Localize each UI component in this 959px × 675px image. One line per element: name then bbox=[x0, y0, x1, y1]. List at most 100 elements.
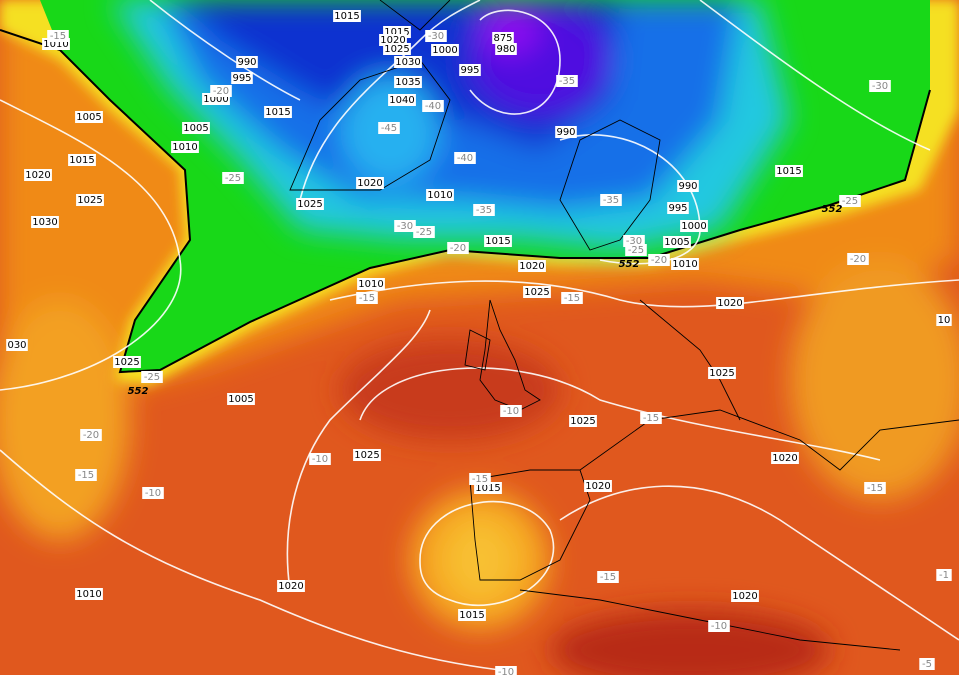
label-box bbox=[484, 235, 512, 247]
temperature-label: -20 bbox=[83, 430, 99, 441]
isobar-label: 1025 bbox=[384, 44, 409, 55]
label-box bbox=[210, 85, 232, 97]
label-box bbox=[394, 76, 422, 88]
label-box bbox=[495, 666, 517, 675]
temperature-label: -20 bbox=[213, 86, 229, 97]
label-box bbox=[182, 122, 210, 134]
isobar-label: 1020 bbox=[585, 481, 610, 492]
isobar-label: 1040 bbox=[389, 95, 414, 106]
label-box bbox=[731, 590, 759, 602]
label-box bbox=[458, 609, 486, 621]
label-box bbox=[597, 571, 619, 583]
temperature-label: -15 bbox=[643, 413, 659, 424]
isobar-label: 1015 bbox=[69, 155, 94, 166]
temperature-label: -30 bbox=[428, 31, 444, 42]
label-box bbox=[936, 314, 952, 326]
isobar-label: 1015 bbox=[485, 236, 510, 247]
temperature-label: -35 bbox=[559, 76, 575, 87]
label-box bbox=[431, 44, 459, 56]
label-box bbox=[625, 244, 647, 256]
label-box bbox=[569, 415, 597, 427]
isobar-label: 990 bbox=[556, 127, 575, 138]
temperature-label: -15 bbox=[600, 572, 616, 583]
temperature-label: -15 bbox=[472, 474, 488, 485]
isobar-label: 1020 bbox=[357, 178, 382, 189]
isobar-label: 1000 bbox=[432, 45, 457, 56]
isobar-label: 1035 bbox=[395, 77, 420, 88]
temperature-label: -15 bbox=[359, 293, 375, 304]
label-box bbox=[333, 10, 361, 22]
temperature-label: -15 bbox=[50, 31, 66, 42]
temperature-label: -25 bbox=[416, 227, 432, 238]
isobar-label: 990 bbox=[237, 57, 256, 68]
isobar-label: 1020 bbox=[25, 170, 50, 181]
label-box bbox=[869, 80, 891, 92]
isobar-label: 1010 bbox=[427, 190, 452, 201]
labels: 1015101510201025103010351040100099587598… bbox=[6, 10, 952, 675]
isobar-label: 1020 bbox=[717, 298, 742, 309]
label-box bbox=[469, 473, 491, 485]
temperature-label: -25 bbox=[225, 173, 241, 184]
label-box bbox=[264, 106, 292, 118]
label-box bbox=[422, 100, 444, 112]
label-box bbox=[584, 480, 612, 492]
label-box bbox=[640, 412, 662, 424]
isobar-label: 1005 bbox=[76, 112, 101, 123]
label-box bbox=[353, 449, 381, 461]
isobar-label: 1015 bbox=[459, 610, 484, 621]
label-box bbox=[919, 658, 935, 670]
isobar-label: 1025 bbox=[77, 195, 102, 206]
temperature-label: -20 bbox=[850, 254, 866, 265]
label-box bbox=[667, 202, 689, 214]
label-box bbox=[277, 580, 305, 592]
label-box bbox=[75, 111, 103, 123]
label-box bbox=[231, 72, 253, 84]
label-box bbox=[394, 56, 422, 68]
isobar-label: 1000 bbox=[681, 221, 706, 232]
temperature-label: -1 bbox=[939, 570, 949, 581]
label-box bbox=[492, 32, 514, 44]
isobar-label: 1020 bbox=[772, 453, 797, 464]
isobar-label: 995 bbox=[460, 65, 479, 76]
label-box bbox=[454, 152, 476, 164]
label-box bbox=[447, 242, 469, 254]
isobar-label: 1025 bbox=[570, 416, 595, 427]
label-box bbox=[357, 278, 385, 290]
temperature-label: -5 bbox=[922, 659, 932, 670]
height-label: 552 bbox=[128, 386, 149, 397]
label-box bbox=[936, 569, 952, 581]
isobar-label: 1010 bbox=[172, 142, 197, 153]
isobar-label: 1025 bbox=[524, 287, 549, 298]
label-box bbox=[518, 260, 546, 272]
temperature-label: -30 bbox=[872, 81, 888, 92]
isobar-label: 1030 bbox=[32, 217, 57, 228]
temperature-label: -15 bbox=[867, 483, 883, 494]
height-label: 552 bbox=[619, 259, 640, 270]
label-box bbox=[6, 339, 28, 351]
label-box bbox=[555, 126, 577, 138]
label-box bbox=[24, 169, 52, 181]
temperature-label: -10 bbox=[711, 621, 727, 632]
isobar-label: 1010 bbox=[358, 279, 383, 290]
temperature-label: -10 bbox=[503, 406, 519, 417]
label-box bbox=[236, 56, 258, 68]
label-box bbox=[500, 405, 522, 417]
isobar-label: 1010 bbox=[76, 589, 101, 600]
label-box bbox=[141, 371, 163, 383]
label-box bbox=[716, 297, 744, 309]
label-box bbox=[222, 172, 244, 184]
label-box bbox=[663, 236, 691, 248]
isobar-label: 1010 bbox=[43, 39, 68, 50]
label-box bbox=[383, 43, 411, 55]
label-box bbox=[75, 469, 97, 481]
label-box bbox=[671, 258, 699, 270]
temperature-label: -25 bbox=[144, 372, 160, 383]
temperature-label: -10 bbox=[498, 667, 514, 675]
label-box bbox=[296, 198, 324, 210]
isobar-label: 875 bbox=[493, 33, 512, 44]
isobar-label: 1005 bbox=[228, 394, 253, 405]
isobar-label: 1020 bbox=[278, 581, 303, 592]
